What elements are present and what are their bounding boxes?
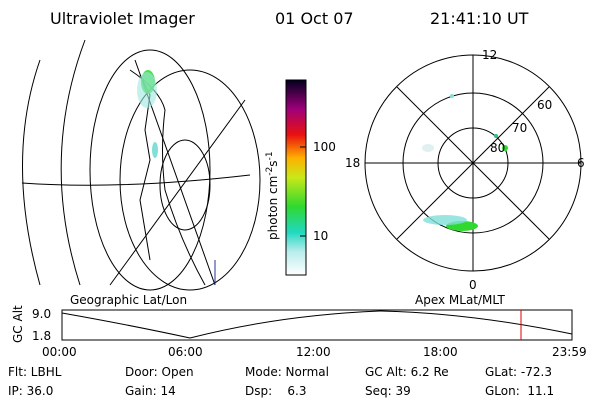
time-tick: 23:59: [552, 345, 587, 359]
time-tick: 12:00: [296, 345, 331, 359]
polar-label: 12: [482, 48, 497, 62]
status-field: GLon: 11.1: [485, 384, 554, 398]
status-field: Door: Open: [125, 365, 194, 379]
panel-title: Apex MLat/MLT: [415, 293, 505, 307]
date: 01 Oct 07: [275, 9, 354, 28]
altitude-tick: 1.8: [32, 329, 51, 343]
polar-plot: [364, 54, 582, 272]
instrument: Ultraviolet Imager: [50, 9, 195, 28]
status-field: Dsp: 6.3: [245, 384, 307, 398]
ring-label: 80: [490, 141, 505, 155]
status-field: GC Alt: 6.2 Re: [365, 365, 449, 379]
colorbar-label: photon cm-2s-1: [265, 151, 280, 240]
geo-map: [21, 39, 261, 291]
altitude-tick: 9.0: [32, 307, 51, 321]
altitude-curve: [61, 310, 573, 339]
time: 21:41:10 UT: [430, 9, 529, 28]
polar-label: 18: [345, 156, 360, 170]
polar-label: 6: [577, 156, 585, 170]
altitude-panel: [61, 309, 573, 341]
ring-label: 70: [512, 121, 527, 135]
status-field: Seq: 39: [365, 384, 411, 398]
altitude-label: GC Alt: [11, 305, 25, 343]
status-field: Flt: LBHL: [8, 365, 62, 379]
status: Flt: LBHL Door: Open Mode: Normal GC Alt: 6…: [8, 365, 554, 398]
status-field: IP: 36.0: [8, 384, 53, 398]
time-tick: 00:00: [42, 345, 77, 359]
colorbar: [285, 79, 307, 276]
polar-label: 0: [469, 278, 477, 292]
colorbar-tick: 100: [313, 140, 336, 154]
colorbar-tick: 10: [313, 229, 328, 243]
status-field: Mode: Normal: [245, 365, 329, 379]
ring-label: 60: [537, 98, 552, 112]
time-tick: 18:00: [423, 345, 458, 359]
panel-title: Geographic Lat/Lon: [70, 293, 187, 307]
status-field: Gain: 14: [125, 384, 176, 398]
status-field: GLat: -72.3: [485, 365, 552, 379]
time-tick: 06:00: [168, 345, 203, 359]
